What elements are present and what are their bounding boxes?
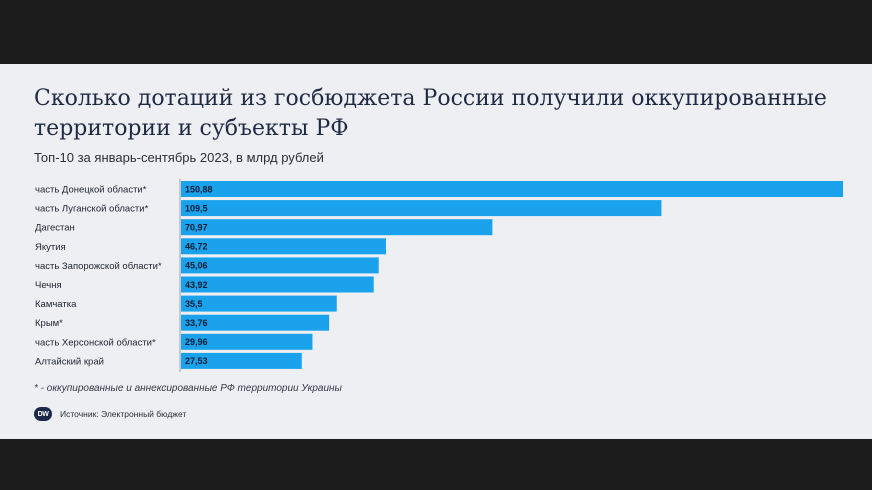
source-line: DW Источник: Электронный бюджет (34, 406, 186, 422)
chart-subtitle: Топ-10 за январь-сентябрь 2023, в млрд р… (34, 150, 324, 165)
data-label: 27,53 (185, 356, 208, 366)
source-text: Источник: Электронный бюджет (60, 409, 187, 419)
category-label: Крым* (35, 318, 63, 329)
data-label: 35,5 (185, 299, 203, 309)
category-label: часть Запорожской области* (35, 261, 162, 272)
bar (181, 181, 843, 197)
category-label: Камчатка (35, 299, 77, 310)
category-label: часть Луганской области* (35, 204, 149, 215)
bar (181, 352, 302, 369)
footnote: * - оккупированные и аннексированные РФ … (34, 383, 342, 394)
bar (181, 219, 493, 236)
bar (181, 295, 337, 312)
category-label: часть Херсонской области* (35, 337, 156, 348)
bar (181, 200, 662, 217)
bar-chart: часть Донецкой области* 150,88 часть Луган… (35, 179, 843, 372)
category-label: Алтайский край (35, 356, 104, 367)
bar (181, 276, 374, 293)
bar (181, 257, 379, 274)
data-label: 109,5 (185, 203, 208, 213)
category-label: Якутия (35, 242, 66, 253)
data-label: 29,96 (185, 337, 208, 347)
chart-title: Сколько дотаций из госбюджета России пол… (34, 86, 827, 141)
data-label: 33,76 (185, 318, 208, 328)
category-label: Дагестан (35, 223, 75, 234)
category-label: Чечня (35, 280, 62, 291)
bar (181, 314, 330, 331)
data-label: 43,92 (185, 280, 208, 290)
dw-logo-icon: DW (34, 407, 52, 421)
data-label: 46,72 (185, 242, 208, 252)
bar (181, 238, 386, 255)
bar (181, 333, 313, 350)
data-label: 45,06 (185, 261, 208, 271)
chart-card: Сколько дотаций из госбюджета России пол… (0, 64, 872, 439)
data-label: 70,97 (185, 223, 208, 233)
category-label: часть Донецкой области* (35, 185, 147, 196)
data-label: 150,88 (185, 184, 213, 194)
